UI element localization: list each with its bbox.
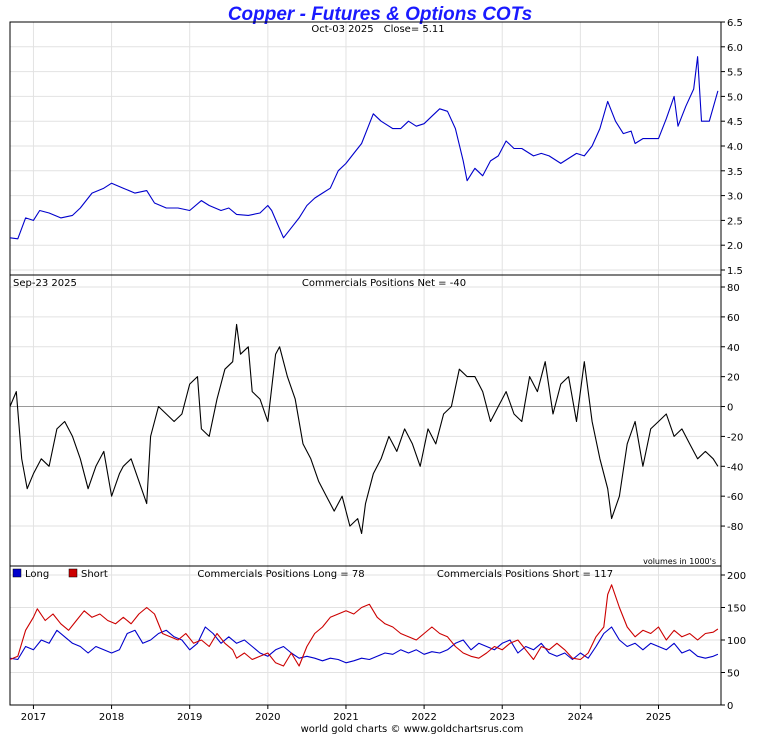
y-tick-label: 50 [727,669,740,680]
x-tick-label: 2022 [411,712,436,723]
y-tick-label: 150 [727,604,746,615]
volumes-note: volumes in 1000's [643,557,716,566]
y-tick-label: 5.5 [727,68,743,79]
y-tick-label: -60 [727,492,743,503]
y-tick-label: 6.0 [727,43,743,54]
y-tick-label: -40 [727,462,743,473]
net-info-label: Commercials Positions Net = -40 [302,278,466,289]
x-tick-label: 2023 [490,712,515,723]
x-tick-label: 2020 [255,712,280,723]
y-tick-label: 80 [727,283,740,294]
y-tick-label: 60 [727,313,740,324]
y-tick-label: 40 [727,343,740,354]
x-tick-label: 2019 [177,712,202,723]
price-panel-label: Oct-03 2025 Close= 5.11 [311,24,444,35]
y-tick-label: 0 [727,403,733,414]
y-tick-label: 5.0 [727,92,743,103]
panel-border [9,274,722,567]
long-info-label: Commercials Positions Long = 78 [197,569,364,580]
y-tick-label: 6.5 [727,18,743,29]
x-tick-label: 2025 [646,712,671,723]
price-close-label: Close= 5.11 [384,24,445,35]
long-position-series-line [9,626,719,664]
y-tick-label: 2.5 [727,216,743,227]
short-info-label: Commercials Positions Short = 117 [437,569,613,580]
y-tick-label: 0 [727,701,733,712]
y-tick-label: -20 [727,432,743,443]
short-position-series-line [9,584,719,667]
chart-title: Copper - Futures & Options COTs [228,4,532,25]
y-tick-label: 4.5 [727,117,743,128]
net-position-series-line [9,323,719,535]
chart-footer: world gold charts © www.goldchartsrus.co… [301,724,524,735]
legend-short-swatch [68,568,78,578]
x-tick-label: 2018 [99,712,124,723]
panel-border [9,21,722,276]
x-tick-label: 2017 [21,712,46,723]
y-tick-label: 1.5 [727,266,743,277]
y-tick-label: 100 [727,636,746,647]
panel-border [9,565,722,706]
y-tick-label: 2.0 [727,241,743,252]
y-tick-label: 3.0 [727,192,743,203]
legend-short-label: Short [81,569,108,580]
y-tick-label: 3.5 [727,167,743,178]
net-date-label: Sep-23 2025 [13,278,77,289]
price-series-line [9,56,719,240]
grid-layer [10,21,721,706]
y-tick-label: 200 [727,571,746,582]
legend-long-label: Long [25,569,49,580]
legend-long-swatch [12,568,22,578]
y-tick-label: 20 [727,373,740,384]
x-tick-label: 2021 [333,712,358,723]
y-tick-label: 4.0 [727,142,743,153]
x-tick-label: 2024 [568,712,593,723]
y-tick-label: -80 [727,522,743,533]
price-date-label: Oct-03 2025 [311,24,373,35]
